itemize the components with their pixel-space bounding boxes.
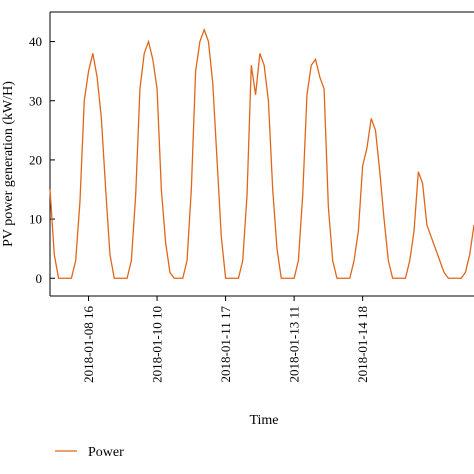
y-tick-label: 40: [29, 34, 42, 49]
x-axis: 2018-01-08 16 2018-01-10 10 2018-01-11 17 2…: [81, 296, 370, 383]
y-axis: 0 10 20 30 40: [29, 34, 55, 286]
y-tick-label: 0: [36, 271, 43, 286]
series-line-power: [49, 27, 474, 279]
y-axis-title: PV power generation (kW/H): [1, 81, 16, 247]
y-tick-label: 10: [29, 212, 42, 227]
y-tick-label: 20: [29, 152, 42, 167]
legend-label-power: Power: [88, 445, 124, 460]
y-tick-label: 30: [29, 93, 42, 108]
x-tick-label: 2018-01-13 11: [287, 306, 302, 382]
x-tick-label: 2018-01-14 18: [355, 306, 370, 383]
legend: Power: [55, 445, 124, 460]
x-tick-label: 2018-01-08 16: [81, 306, 96, 383]
x-tick-label: 2018-01-10 10: [150, 306, 165, 383]
x-tick-label: 2018-01-11 17: [218, 306, 233, 383]
x-axis-title: Time: [249, 413, 278, 428]
